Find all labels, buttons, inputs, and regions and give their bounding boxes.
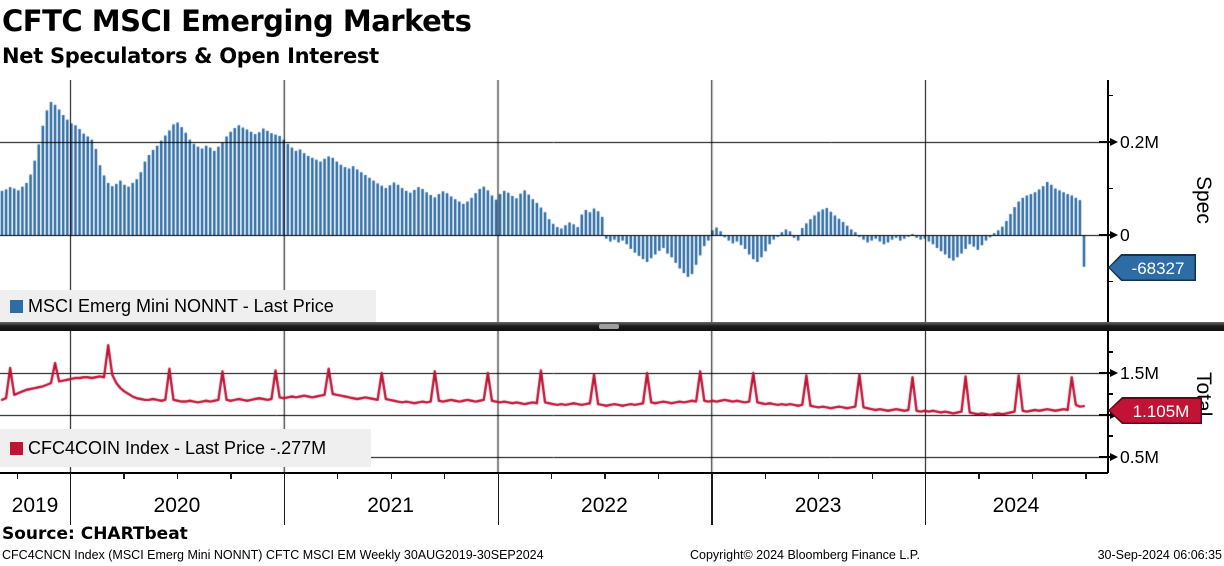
x-axis-year-label: 2022 — [581, 494, 628, 517]
x-axis-minor-tick — [818, 473, 820, 479]
page-title: CFTC MSCI Emerging Markets — [2, 4, 472, 38]
x-axis-year-label: 2019 — [11, 494, 59, 517]
axis-minor-tick — [1107, 280, 1113, 283]
axis-minor-tick — [1107, 393, 1113, 395]
x-axis-year-label: 2021 — [367, 494, 414, 517]
axis-tick — [1099, 372, 1111, 374]
axis-tick-arrow-icon — [1110, 137, 1118, 146]
spec-axis-title: Spec — [1192, 176, 1215, 224]
spec-legend[interactable]: MSCI Emerg Mini NONNT - Last Price — [0, 290, 376, 322]
axis-minor-tick — [1107, 351, 1113, 353]
axis-tick — [1099, 234, 1111, 236]
y-axis-tick-label: 0.5M — [1120, 447, 1159, 467]
y-axis-tick-label: 0 — [1120, 225, 1130, 245]
total-series-swatch-icon — [10, 441, 23, 455]
x-axis-year-separator — [70, 473, 72, 525]
y-axis-tick-label: 1.5M — [1120, 363, 1159, 383]
footer-timestamp: 30-Sep-2024 06:06:35 — [1097, 548, 1222, 562]
x-axis-minor-tick — [978, 473, 980, 479]
x-axis-line — [0, 472, 1108, 474]
spec-series-swatch-icon — [10, 299, 23, 313]
x-axis-minor-tick — [16, 473, 18, 479]
x-axis-minor-tick — [604, 473, 606, 479]
footer-index-description: CFC4CNCN Index (MSCI Emerg Mini NONNT) C… — [2, 548, 544, 562]
axis-tick — [1099, 456, 1111, 458]
footer-copyright: Copyright© 2024 Bloomberg Finance L.P. — [690, 548, 920, 562]
x-axis-year-separator — [497, 473, 499, 525]
total-legend-label: CFC4COIN Index - Last Price -.277M — [28, 437, 327, 458]
y-axis-tick-label: 0.2M — [1120, 132, 1159, 152]
x-axis-minor-tick — [390, 473, 392, 479]
spec-legend-label: MSCI Emerg Mini NONNT - Last Price — [28, 295, 334, 316]
right-axis-line — [1107, 80, 1109, 473]
spec-badge-value: -68327 — [1109, 255, 1195, 280]
panel-divider-handle-icon[interactable] — [599, 324, 619, 329]
x-axis-minor-tick — [764, 473, 767, 479]
x-axis-minor-tick — [657, 473, 660, 479]
x-axis-minor-tick — [123, 473, 125, 479]
x-axis-minor-tick — [550, 473, 553, 479]
axis-tick-arrow-icon — [1110, 368, 1118, 377]
x-axis-year-separator — [711, 473, 713, 525]
x-axis-minor-tick — [1085, 473, 1087, 479]
x-axis-minor-tick — [1031, 473, 1034, 479]
total-legend[interactable]: CFC4COIN Index - Last Price -.277M — [0, 429, 371, 467]
axis-minor-tick — [1107, 94, 1113, 97]
axis-tick-arrow-icon — [1110, 230, 1118, 239]
axis-minor-tick — [1107, 435, 1113, 437]
spec-chart-canvas[interactable] — [0, 80, 1107, 322]
x-axis-minor-tick — [871, 473, 873, 479]
page-subtitle: Net Speculators & Open Interest — [2, 44, 379, 68]
axis-tick — [1099, 141, 1111, 143]
spec-last-value-badge: -68327 — [1108, 254, 1196, 281]
x-axis-minor-tick — [444, 473, 446, 479]
axis-minor-tick — [1107, 187, 1113, 190]
x-axis-minor-tick — [337, 473, 339, 479]
x-axis-minor-tick — [176, 473, 179, 479]
x-axis-year-label: 2020 — [153, 494, 201, 517]
source-label: Source: CHARTbeat — [2, 524, 188, 544]
total-last-value-badge: 1.105M — [1108, 397, 1202, 424]
total-badge-value: 1.105M — [1109, 398, 1201, 423]
x-axis-year-separator — [283, 473, 286, 525]
x-axis-year-separator — [925, 473, 927, 525]
axis-tick — [1099, 414, 1111, 416]
x-axis-year-label: 2023 — [794, 494, 842, 517]
axis-tick-arrow-icon — [1110, 452, 1118, 461]
x-axis-minor-tick — [230, 473, 232, 479]
x-axis-year-label: 2024 — [992, 494, 1040, 517]
